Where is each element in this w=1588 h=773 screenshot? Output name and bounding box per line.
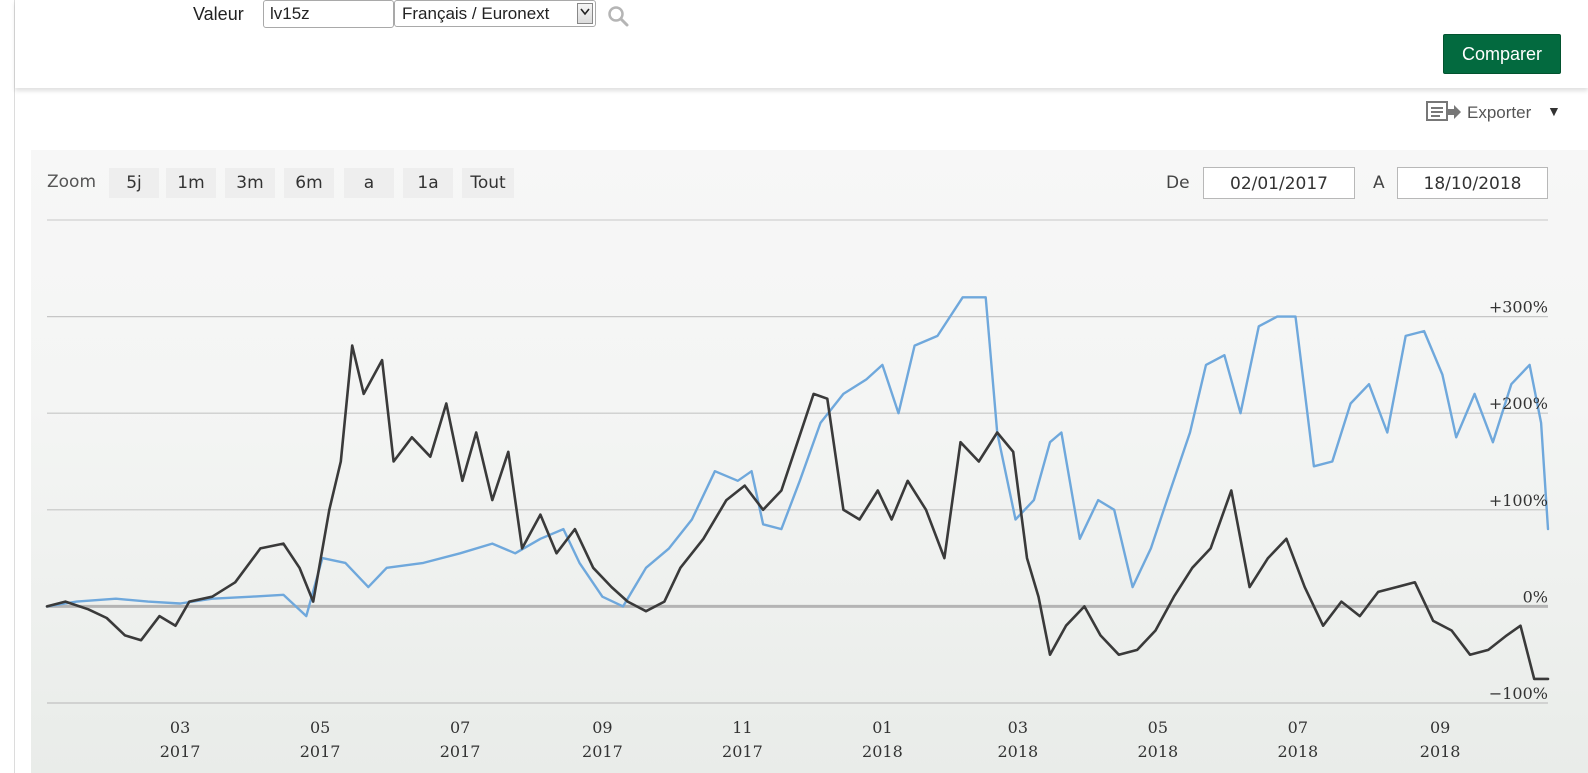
x-tick-month: 11 [732,718,752,737]
x-tick-year: 2017 [440,742,481,761]
zoom-button-ytd[interactable]: a [344,168,394,198]
series-line-dark [45,344,1550,681]
x-tick-month: 07 [450,718,470,737]
x-tick-year: 2017 [160,742,201,761]
x-tick-month: 09 [592,718,612,737]
zoom-button-1m[interactable]: 1m [166,168,216,198]
search-icon[interactable] [606,4,630,28]
market-select[interactable]: Français / Euronext [394,0,596,27]
x-tick-month: 05 [1148,718,1168,737]
series-line-blue [45,296,1550,618]
x-tick-year: 2018 [1277,742,1318,761]
x-tick-month: 03 [170,718,190,737]
export-icon [1426,99,1462,125]
market-select-value: Français / Euronext [402,4,550,23]
x-tick-year: 2018 [862,742,903,761]
x-tick-month: 03 [1008,718,1028,737]
zoom-button-5j[interactable]: 5j [109,168,159,198]
y-tick-label: −100% [1489,684,1548,703]
chevron-down-icon [577,3,593,24]
caret-down-icon: ▼ [1547,103,1561,119]
x-tick-month: 07 [1288,718,1308,737]
x-tick-year: 2018 [997,742,1038,761]
zoom-button-all[interactable]: Tout [462,168,514,198]
page-left-rule [14,0,15,773]
zoom-button-6m[interactable]: 6m [284,168,334,198]
x-tick-year: 2018 [1420,742,1461,761]
range-from-label: De [1166,173,1190,193]
zoom-button-3m[interactable]: 3m [225,168,275,198]
zoom-label: Zoom [47,172,97,192]
y-tick-label: 0% [1523,587,1548,606]
x-tick-year: 2017 [582,742,623,761]
y-tick-label: +200% [1489,394,1548,413]
y-tick-label: +300% [1489,298,1548,317]
x-tick-year: 2017 [300,742,341,761]
x-tick-month: 09 [1430,718,1450,737]
range-to-label: A [1373,173,1385,193]
valeur-input[interactable] [263,0,394,28]
y-tick-label: +100% [1489,491,1548,510]
x-tick-month: 01 [872,718,892,737]
x-tick-month: 05 [310,718,330,737]
x-tick-year: 2017 [722,742,763,761]
export-label: Exporter [1467,103,1532,122]
compare-button[interactable]: Comparer [1443,34,1561,74]
range-to-input[interactable]: 18/10/2018 [1397,167,1548,199]
x-tick-year: 2018 [1137,742,1178,761]
zoom-button-1a[interactable]: 1a [403,168,453,198]
valeur-label: Valeur [193,4,244,24]
range-from-input[interactable]: 02/01/2017 [1203,167,1355,199]
